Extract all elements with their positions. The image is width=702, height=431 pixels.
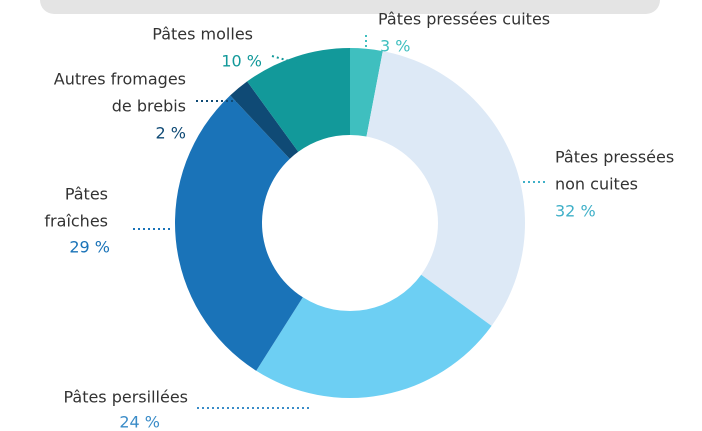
slice-label: Pâtes (65, 185, 108, 204)
donut-slice (230, 81, 299, 159)
donut-slice (247, 48, 350, 152)
value-label: 10 % (221, 52, 262, 71)
slice-label: non cuites (555, 175, 638, 194)
value-label: 3 % (380, 37, 410, 56)
slice-label: Pâtes pressées cuites (378, 10, 550, 29)
donut-slice (350, 48, 383, 137)
slice-label: Autres fromages (54, 70, 186, 89)
slice-label: Pâtes pressées (555, 148, 674, 167)
slice-label: Pâtes persillées (63, 388, 188, 407)
slice-label: de brebis (112, 97, 186, 116)
value-label: 24 % (119, 413, 160, 431)
donut-slice (256, 274, 492, 398)
slice-label: Pâtes molles (152, 25, 253, 44)
donut-slice (174, 95, 303, 371)
value-label: 29 % (69, 238, 110, 257)
value-label: 32 % (555, 202, 596, 221)
slice-label: fraîches (44, 212, 108, 231)
donut-slice (366, 51, 525, 326)
value-label: 2 % (156, 124, 186, 143)
top-bar (40, 0, 660, 14)
